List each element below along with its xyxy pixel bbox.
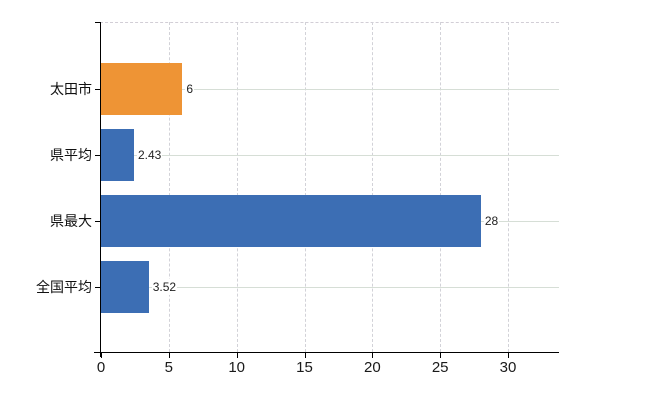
y-axis-tick (95, 221, 100, 222)
gridline-horizontal (101, 155, 559, 156)
y-axis-end-tick (95, 22, 100, 23)
gridline-vertical (508, 22, 509, 352)
x-axis-tick (304, 353, 306, 358)
x-tick-label: 20 (363, 359, 381, 376)
y-axis-tick (95, 89, 100, 90)
gridline-vertical (304, 22, 306, 352)
x-axis-tick (236, 353, 238, 358)
gridline-vertical (372, 22, 374, 352)
plot-top-border (100, 22, 559, 23)
x-axis-tick (508, 353, 509, 358)
category-label: 太田市 (50, 81, 92, 97)
category-label: 県最大 (50, 213, 92, 229)
x-tick-label: 15 (296, 359, 313, 376)
value-label: 3.52 (151, 279, 178, 295)
bar-1[interactable] (101, 129, 134, 181)
value-label: 28 (483, 213, 500, 229)
x-tick-label: 0 (96, 359, 106, 376)
bar-0[interactable] (101, 63, 183, 115)
gridline-horizontal (101, 89, 559, 90)
y-axis-tick (95, 287, 100, 288)
gridline-vertical (440, 22, 442, 352)
x-tick-label: 10 (228, 359, 245, 376)
x-tick-label: 5 (164, 359, 173, 376)
bar-3[interactable] (101, 261, 149, 313)
x-axis-tick (372, 353, 374, 358)
category-label: 全国平均 (36, 279, 92, 295)
x-axis-line (94, 352, 559, 353)
bar-2[interactable] (101, 195, 481, 247)
category-label: 県平均 (50, 147, 92, 163)
x-tick-label: 30 (499, 359, 517, 376)
gridline-vertical (236, 22, 238, 352)
value-label: 2.43 (136, 147, 163, 163)
y-axis-line (100, 22, 101, 357)
x-tick-label: 25 (431, 359, 449, 376)
x-axis-tick (440, 353, 442, 358)
value-label: 6 (185, 81, 195, 97)
gridline-horizontal (101, 287, 559, 288)
x-axis-tick (101, 353, 102, 358)
y-axis-tick (95, 155, 100, 156)
gridline-vertical (168, 22, 170, 352)
x-axis-tick (168, 353, 170, 358)
